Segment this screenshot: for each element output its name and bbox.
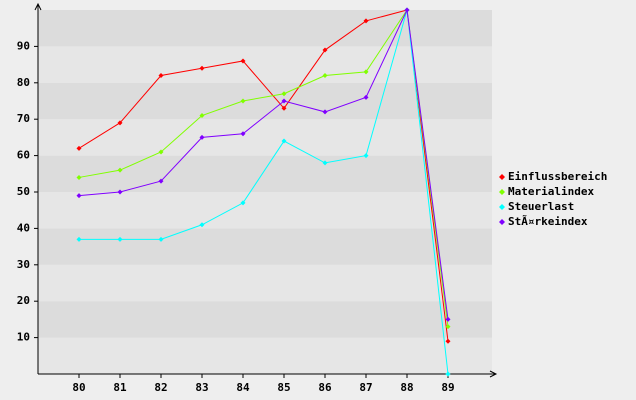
y-tick-label: 70 [17, 112, 30, 125]
y-tick-label: 50 [17, 185, 30, 198]
grid-band [38, 82, 492, 120]
data-point [281, 98, 287, 104]
data-point [363, 18, 369, 24]
legend-label: Einflussbereich [508, 170, 607, 183]
grid-band [38, 10, 492, 47]
legend-marker [499, 189, 505, 195]
data-point [240, 200, 246, 206]
data-point [76, 145, 82, 151]
data-point [158, 73, 164, 79]
data-point [117, 167, 123, 173]
data-point [199, 113, 205, 119]
data-point [117, 120, 123, 126]
legend-label: Materialindex [508, 185, 594, 198]
data-point [199, 134, 205, 140]
grid-band [38, 192, 492, 229]
y-tick-label: 40 [17, 221, 30, 234]
legend-marker [499, 219, 505, 225]
data-point [445, 324, 451, 330]
data-point [158, 149, 164, 155]
x-tick-label: 81 [113, 381, 127, 394]
y-tick-label: 30 [17, 258, 30, 271]
data-point [322, 73, 328, 79]
data-point [240, 131, 246, 137]
x-tick-label: 86 [318, 381, 332, 394]
y-tick-label: 80 [17, 76, 30, 89]
x-tick-label: 82 [154, 381, 167, 394]
data-point [363, 69, 369, 75]
y-tick-label: 90 [17, 39, 30, 52]
data-point [76, 236, 82, 242]
data-point [199, 222, 205, 228]
data-point [322, 160, 328, 166]
series-line [78, 8, 449, 327]
data-point [158, 178, 164, 184]
data-point [363, 94, 369, 100]
series-line [79, 9, 449, 375]
data-point [281, 91, 287, 97]
data-point [322, 47, 328, 53]
data-point [281, 138, 287, 144]
series-line [78, 9, 449, 342]
legend-marker [499, 174, 505, 180]
data-point [281, 105, 287, 111]
grid-band [38, 119, 492, 156]
legend-marker [499, 204, 505, 210]
y-tick-label: 60 [17, 149, 30, 162]
data-point [404, 7, 410, 13]
grid-band [38, 337, 492, 374]
data-point [445, 338, 451, 344]
legend-label: Steuerlast [508, 200, 574, 213]
grid-band [38, 228, 492, 265]
x-tick-label: 85 [277, 381, 290, 394]
data-point [445, 371, 451, 377]
x-tick-label: 89 [441, 381, 454, 394]
data-point [363, 153, 369, 159]
data-point [445, 316, 451, 322]
data-point [76, 193, 82, 199]
data-point [240, 58, 246, 64]
grid-band [38, 155, 492, 192]
y-axis-arrow [34, 2, 42, 11]
x-axis-arrow [489, 370, 498, 378]
x-tick-label: 84 [236, 381, 250, 394]
data-point [322, 109, 328, 115]
legend-label: StÃ¤rkeindex [508, 215, 588, 228]
y-tick-label: 20 [17, 294, 30, 307]
x-tick-label: 88 [400, 381, 413, 394]
data-point [117, 236, 123, 242]
data-point [158, 236, 164, 242]
data-point [240, 98, 246, 104]
data-point [76, 174, 82, 180]
y-tick-label: 10 [17, 331, 30, 344]
x-tick-label: 83 [195, 381, 208, 394]
x-tick-label: 87 [359, 381, 372, 394]
grid-band [38, 301, 492, 338]
grid-band [38, 46, 492, 83]
grid-band [38, 264, 492, 302]
series-line [78, 8, 449, 320]
x-tick-label: 80 [72, 381, 85, 394]
data-point [117, 189, 123, 195]
data-point [199, 65, 205, 71]
